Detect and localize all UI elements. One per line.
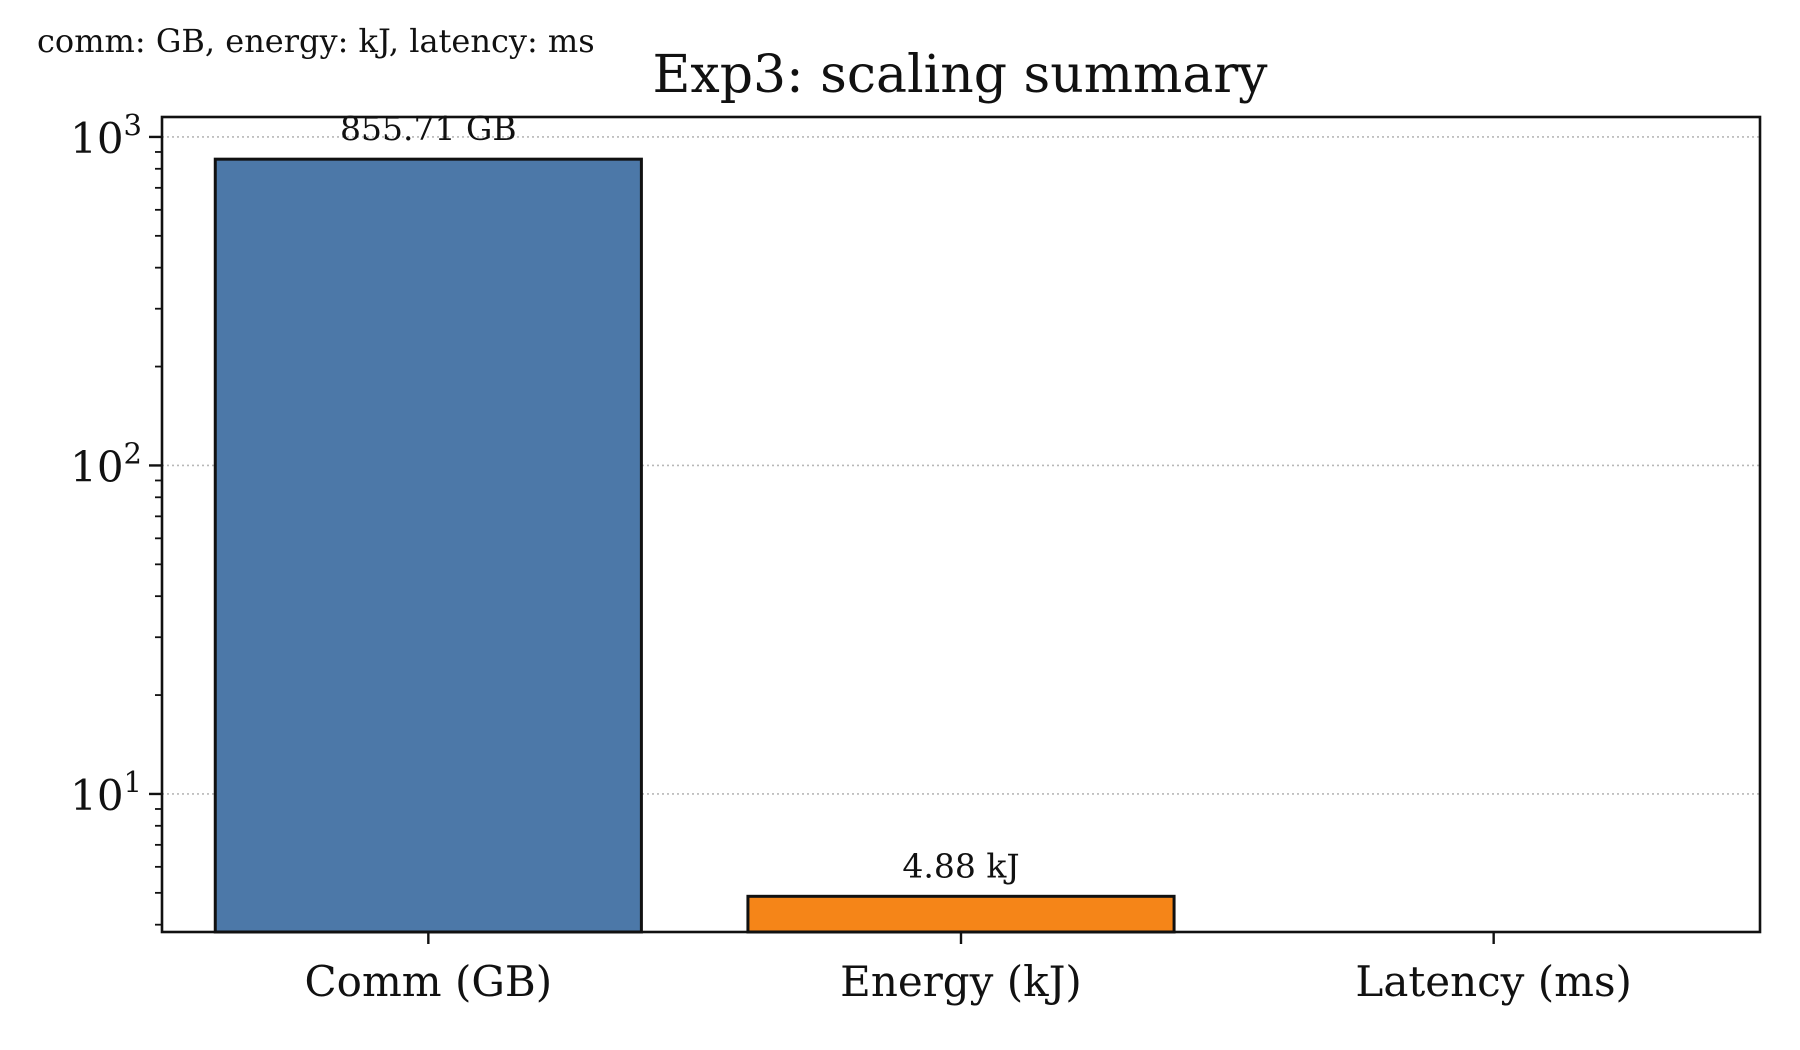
bars-layer <box>213 157 1176 934</box>
bar-0 <box>213 157 643 934</box>
data-label-0: 855.71 GB <box>340 109 517 148</box>
y-tick-label-1: 102 <box>70 436 142 491</box>
x-tick-label-1: Energy (kJ) <box>840 957 1082 1006</box>
x-tick-label-2: Latency (ms) <box>1355 957 1631 1006</box>
data-labels-layer: 855.71 GB 4.88 kJ <box>340 109 1020 885</box>
axes-layer: Comm (GB) Energy (kJ) Latency (ms) 101 102 10… <box>70 108 1762 1006</box>
chart-title: Exp3: scaling summary <box>652 45 1268 105</box>
y-tick-label-2: 103 <box>70 108 142 163</box>
y-tick-label-0: 101 <box>70 765 142 820</box>
unit-note: comm: GB, energy: kJ, latency: ms <box>37 22 595 60</box>
plot-frame <box>160 115 1762 934</box>
bar-1 <box>746 894 1176 934</box>
data-label-1: 4.88 kJ <box>902 846 1019 885</box>
x-tick-label-0: Comm (GB) <box>305 957 553 1006</box>
